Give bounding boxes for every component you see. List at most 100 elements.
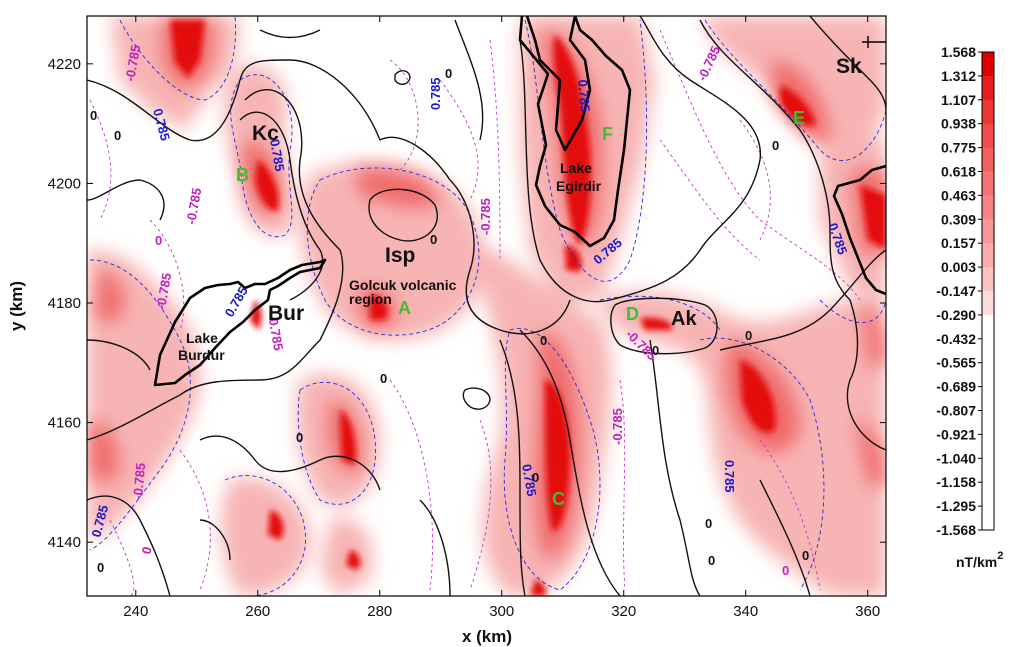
- contour-label: 0: [772, 138, 779, 153]
- contour-label: 0: [540, 333, 547, 348]
- zone-letter-f: F: [602, 124, 613, 144]
- y-tick-label: 4220: [48, 56, 81, 73]
- colorbar-unit: nT/km2: [956, 550, 1003, 570]
- contour-label: 0.785: [428, 77, 443, 110]
- colorbar-level-label: 0.463: [941, 187, 976, 203]
- contour-label: -0.785: [153, 272, 174, 311]
- golcuk-label-line1: Golcuk volcanic: [349, 277, 457, 293]
- place-kc: Kc: [252, 122, 279, 145]
- colorbar-swatch: [982, 291, 994, 316]
- lake-burdur-label-line2: Burdur: [178, 347, 225, 363]
- colorbar-level-label: 0.938: [941, 116, 976, 132]
- lake-egirdir-label-line2: Egirdir: [556, 178, 602, 194]
- colorbar-swatch: [982, 410, 994, 435]
- contour-label: -0.785: [122, 44, 143, 83]
- contour-label: 0: [138, 545, 154, 556]
- colorbar-swatch: [982, 362, 994, 388]
- plot-frame: [86, 15, 887, 597]
- contour-label: 0: [745, 328, 752, 343]
- x-tick-label: 340: [733, 603, 758, 620]
- contour-label: 0: [296, 430, 303, 445]
- place-isp: Isp: [385, 244, 415, 267]
- contour-label: 0: [705, 516, 712, 531]
- map-layers: -0.785 0.785 0 0 0.785 -0.785 0 -0.785 0…: [87, 16, 886, 596]
- x-axis-label: x (km): [462, 627, 512, 646]
- colorbar-swatch: [982, 338, 994, 364]
- zone-letter-a: A: [398, 298, 411, 318]
- colorbar-level-label: 0.309: [941, 211, 976, 227]
- contour-label: -0.785: [610, 408, 625, 445]
- lake-egirdir-outline: [518, 16, 632, 248]
- x-tick-label: 300: [489, 603, 514, 620]
- place-sk: Sk: [836, 55, 862, 78]
- colorbar-swatch: [982, 434, 994, 459]
- zero-contours: [87, 16, 886, 596]
- golcuk-label-line2: region: [349, 291, 392, 307]
- colorbar-swatch: [982, 386, 994, 411]
- contour-label: -0.785: [265, 313, 286, 352]
- x-axis-ticks: 240 260 280 300 320 340 360: [123, 16, 880, 620]
- colorbar-level-label: 0.775: [941, 140, 976, 156]
- colorbar-swatch: [982, 314, 994, 340]
- y-axis-ticks: 4220 4200 4180 4160 4140: [48, 56, 886, 551]
- zone-letter-b: B: [236, 165, 249, 185]
- y-tick-label: 4180: [48, 295, 81, 312]
- colorbar-swatch: [982, 99, 994, 125]
- colorbar-level-label: -1.568: [936, 522, 976, 538]
- colorbar-unit-text: nT/km: [956, 554, 997, 570]
- lake-egirdir-label-line1: Lake: [560, 160, 592, 176]
- place-bur: Bur: [268, 302, 304, 325]
- colorbar-level-label: 1.107: [941, 92, 976, 108]
- contour-label: 0: [445, 66, 452, 81]
- contour-label: 0: [90, 108, 97, 123]
- colorbar-swatch: [982, 75, 994, 101]
- negative-contours: [89, 29, 861, 596]
- contour-label: 0: [708, 553, 715, 568]
- contour-label: 0: [380, 371, 387, 386]
- contour-label: -0.785: [183, 187, 204, 226]
- colorbar-level-label: 1.568: [941, 44, 976, 60]
- y-axis-label: y (km): [7, 281, 26, 331]
- contour-label: -0.785: [130, 462, 148, 500]
- x-tick-label: 360: [855, 603, 880, 620]
- contour-label: 0: [652, 343, 659, 358]
- positive-contours: [89, 16, 886, 596]
- colorbar-unit-exponent: 2: [997, 550, 1003, 562]
- colorbar-level-label: -1.158: [936, 474, 976, 490]
- contour-label: -0.785: [478, 198, 493, 235]
- zone-letter-d: D: [626, 304, 639, 324]
- colorbar-swatch: [982, 243, 994, 268]
- contour-label: 0: [532, 470, 539, 485]
- place-ak: Ak: [671, 308, 697, 330]
- colorbar-swatch: [982, 482, 994, 507]
- colorbar-swatch: [982, 267, 994, 292]
- sk-marker: [862, 36, 886, 48]
- colorbar-level-label: -0.147: [936, 283, 976, 299]
- colorbar-level-label: -1.040: [936, 450, 976, 466]
- lake-burdur-label-line1: Lake: [186, 330, 218, 346]
- colorbar-level-label: -0.565: [936, 355, 976, 371]
- x-tick-label: 280: [367, 603, 392, 620]
- colorbar-level-label: 0.157: [941, 235, 976, 251]
- contour-label: 0: [782, 563, 789, 578]
- contour-label: 0: [430, 232, 437, 247]
- colorbar-swatch: [982, 171, 994, 196]
- contour-label: 0.785: [267, 138, 287, 173]
- y-tick-label: 4200: [48, 175, 81, 192]
- colorbar-level-label: -0.921: [936, 426, 976, 442]
- colorbar-level-label: -0.807: [936, 403, 976, 419]
- contour-label: 0: [155, 233, 162, 248]
- colorbar: 1.568 1.312 1.107 0.938 0.775 0.618 0.463 0.309…: [936, 44, 995, 538]
- contour-label: 0.785: [722, 460, 737, 493]
- y-tick-label: 4140: [48, 534, 81, 551]
- contour-label: 0: [802, 548, 809, 563]
- contour-label: 0.785: [519, 463, 539, 498]
- x-tick-label: 240: [123, 603, 148, 620]
- x-tick-label: 320: [611, 603, 636, 620]
- colorbar-level-label: 0.003: [941, 259, 976, 275]
- colorbar-swatch: [982, 147, 994, 172]
- colorbar-level-label: -0.689: [936, 379, 976, 395]
- colorbar-level-label: -0.290: [936, 307, 976, 323]
- colorbar-swatch: [982, 506, 994, 531]
